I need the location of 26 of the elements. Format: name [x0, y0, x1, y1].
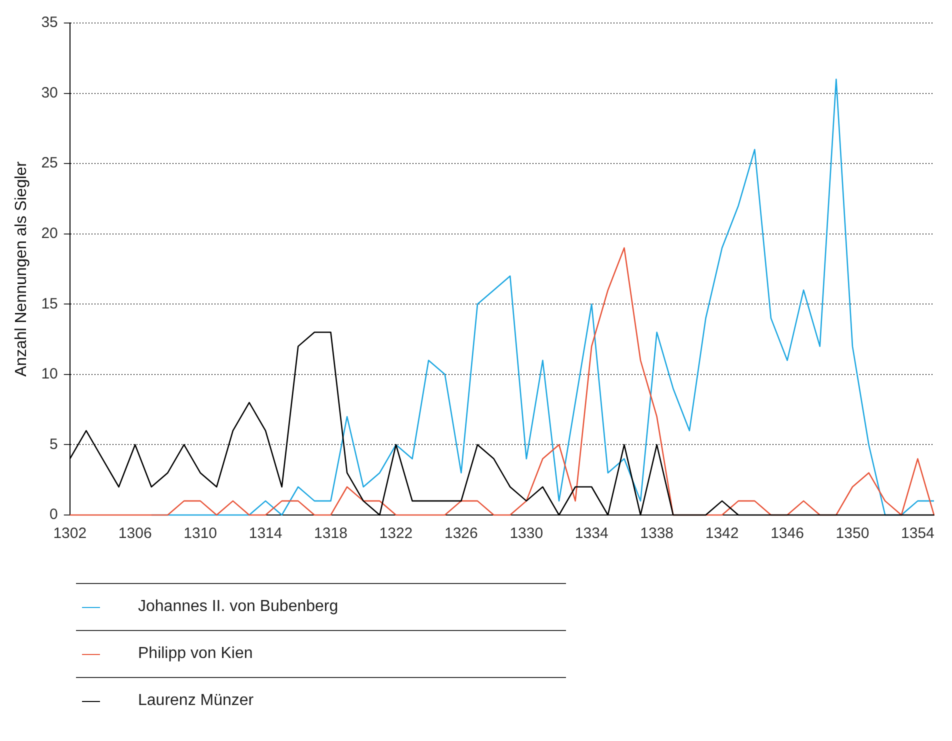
y-tick-label: 15 [41, 295, 58, 312]
legend-label: Laurenz Münzer [138, 692, 254, 710]
x-tick-label: 1326 [444, 525, 478, 542]
x-tick-label: 1322 [379, 525, 413, 542]
x-tick-label: 1354 [901, 525, 934, 542]
x-tick-label: 1318 [314, 525, 348, 542]
x-tick-label: 1338 [640, 525, 674, 542]
legend-label: Johannes II. von Bubenberg [138, 598, 338, 616]
y-axis-title: Anzahl Nennungen als Siegler [13, 160, 30, 377]
x-tick-label: 1334 [574, 525, 608, 542]
x-tick-label: 1350 [836, 525, 870, 542]
y-tick-label: 0 [50, 506, 58, 524]
x-tick-label: 1310 [184, 525, 218, 542]
y-tick-label: 25 [41, 154, 58, 172]
x-tick-label: 1346 [770, 525, 804, 542]
y-tick-label: 5 [50, 436, 58, 453]
y-tick-label: 10 [41, 366, 58, 383]
y-tick-label: 35 [41, 14, 58, 32]
legend-label: Philipp von Kien [138, 645, 253, 663]
x-tick-label: 1342 [705, 525, 739, 542]
x-tick-label: 1330 [510, 525, 544, 542]
x-tick-label: 1314 [248, 525, 282, 542]
x-tick-label: 1306 [118, 525, 152, 542]
y-tick-label: 20 [41, 225, 58, 242]
x-tick-label: 1302 [53, 525, 87, 542]
y-tick-label: 30 [41, 84, 58, 102]
